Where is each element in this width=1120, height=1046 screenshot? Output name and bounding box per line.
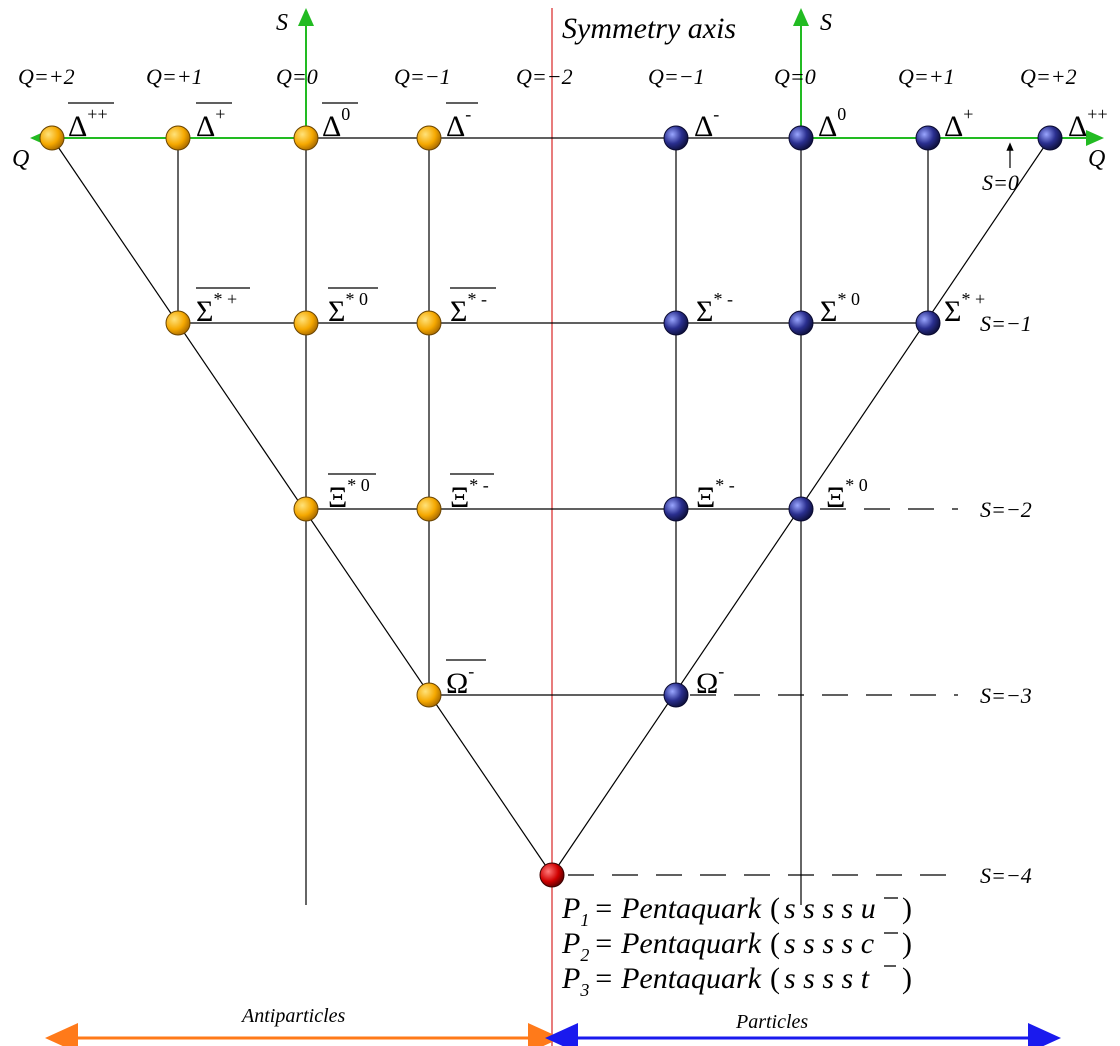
pentaquark-formulas: P1 = Pentaquark ( s s s s u ) P2 = Pentaqu… — [561, 892, 912, 1000]
q-label: Q=−2 — [516, 64, 573, 89]
label-xi-0: Ξ* 0 — [826, 475, 868, 514]
s-label: S=−1 — [980, 311, 1032, 336]
label-anti-delta-0: Δ0 — [322, 102, 358, 143]
svg-text:): ) — [902, 962, 912, 995]
svg-text:Δ-: Δ- — [446, 104, 471, 143]
svg-text:): ) — [902, 892, 912, 925]
s-axis-right-label: S — [820, 10, 832, 36]
svg-text:Ξ* 0: Ξ* 0 — [328, 475, 370, 514]
node-delta-p — [915, 125, 941, 151]
label-anti-delta-m: Δ- — [446, 102, 478, 143]
node-xi-0 — [788, 496, 814, 522]
node-sigma-p — [915, 310, 941, 336]
particles-label: Particles — [735, 1011, 808, 1033]
svg-text:Ξ* -: Ξ* - — [450, 475, 489, 514]
svg-text:Σ* -: Σ* - — [450, 289, 487, 328]
svg-text:P1= Pentaquark: P1 = Pentaquark — [561, 892, 762, 930]
s-label: S=0 — [982, 170, 1019, 195]
node-anti-delta-pp — [39, 125, 65, 151]
node-sigma-m — [663, 310, 689, 336]
svg-text:s s s s c: s s s s c — [784, 927, 874, 960]
node-anti-sigma-m — [416, 310, 442, 336]
antiparticle-nodes — [39, 125, 442, 708]
particle-nodes — [663, 125, 1063, 708]
label-anti-delta-pp: Δ++ — [68, 102, 114, 143]
q-label: Q=+1 — [146, 64, 203, 89]
s-axis-left-label: S — [276, 10, 288, 36]
node-pentaquark — [539, 862, 565, 888]
s-label: S=−3 — [980, 683, 1032, 708]
antiparticles-label: Antiparticles — [240, 1005, 346, 1027]
s-label: S=−4 — [980, 863, 1032, 888]
node-anti-delta-p — [165, 125, 191, 151]
label-anti-sigma-m: Σ* - — [450, 287, 496, 328]
svg-text:(: ( — [770, 962, 780, 995]
svg-text:(: ( — [770, 927, 780, 960]
svg-text:Σ* +: Σ* + — [196, 289, 237, 328]
label-sigma-m: Σ* - — [696, 289, 733, 328]
label-sigma-0: Σ* 0 — [820, 289, 860, 328]
node-delta-pp — [1037, 125, 1063, 151]
pentaquark-formula-1: P1 = Pentaquark ( s s s s u ) — [561, 892, 912, 930]
label-anti-sigma-0: Σ* 0 — [328, 287, 378, 328]
q-label: Q=0 — [774, 64, 816, 89]
node-anti-sigma-0 — [293, 310, 319, 336]
svg-text:P3= Pentaquark: P3 = Pentaquark — [561, 962, 762, 1000]
label-delta-p: Δ+ — [944, 104, 973, 143]
node-anti-xi-0 — [293, 496, 319, 522]
svg-text:Δ++: Δ++ — [68, 104, 108, 143]
node-xi-m — [663, 496, 689, 522]
svg-text:(: ( — [770, 892, 780, 925]
symmetry-axis-title: Symmetry axis — [562, 12, 736, 45]
s-labels: S=0 S=−1 S=−2 S=−3 S=−4 — [980, 170, 1032, 888]
label-sigma-p: Σ* + — [944, 289, 985, 328]
pentaquark-formula-3: P3 = Pentaquark ( s s s s t ) — [561, 962, 912, 1000]
label-delta-m: Δ- — [694, 104, 719, 143]
q-label: Q=−1 — [394, 64, 451, 89]
s-label: S=−2 — [980, 497, 1032, 522]
node-anti-delta-m — [416, 125, 442, 151]
q-labels: Q=+2 Q=+1 Q=0 Q=−1 Q=−2 Q=−1 Q=0 Q=+1 Q=… — [18, 64, 1077, 89]
label-anti-sigma-p: Σ* + — [196, 287, 250, 328]
label-delta-pp: Δ++ — [1068, 104, 1108, 143]
pentaquark-formula-2: P2 = Pentaquark ( s s s s c ) — [561, 927, 912, 965]
label-anti-omega: Ω- — [446, 659, 486, 700]
particle-labels: Δ- Δ0 Δ+ Δ++ Σ* - Σ* 0 Σ* + Ξ* - Ξ* 0 Ω- — [694, 104, 1108, 700]
q-axis-right-label: Q — [1088, 146, 1105, 172]
label-anti-xi-m: Ξ* - — [450, 473, 494, 514]
svg-text:Σ* 0: Σ* 0 — [328, 289, 368, 328]
node-delta-0 — [788, 125, 814, 151]
label-omega: Ω- — [696, 661, 724, 700]
svg-text:P2= Pentaquark: P2 = Pentaquark — [561, 927, 762, 965]
q-label: Q=+2 — [18, 64, 75, 89]
node-anti-xi-m — [416, 496, 442, 522]
node-anti-delta-0 — [293, 125, 319, 151]
node-omega — [663, 682, 689, 708]
q-label: Q=+1 — [898, 64, 955, 89]
antiparticle-labels: Δ++ Δ+ Δ0 Δ- Σ* + Σ* 0 Σ* - Ξ* 0 — [68, 102, 496, 700]
label-anti-delta-p: Δ+ — [196, 102, 232, 143]
q-axis-left-label: Q — [12, 146, 29, 172]
svg-text:Δ0: Δ0 — [322, 104, 350, 143]
node-anti-sigma-p — [165, 310, 191, 336]
q-label: Q=0 — [276, 64, 318, 89]
svg-text:Δ+: Δ+ — [196, 104, 225, 143]
label-anti-xi-0: Ξ* 0 — [328, 473, 376, 514]
label-delta-0: Δ0 — [818, 104, 846, 143]
svg-text:s s s s u: s s s s u — [784, 892, 876, 925]
q-label: Q=+2 — [1020, 64, 1077, 89]
node-delta-m — [663, 125, 689, 151]
svg-text:Ω-: Ω- — [446, 661, 474, 700]
q-label: Q=−1 — [648, 64, 705, 89]
node-anti-omega — [416, 682, 442, 708]
node-sigma-0 — [788, 310, 814, 336]
svg-text:s s s s t: s s s s t — [784, 962, 870, 995]
svg-text:): ) — [902, 927, 912, 960]
label-xi-m: Ξ* - — [696, 475, 735, 514]
